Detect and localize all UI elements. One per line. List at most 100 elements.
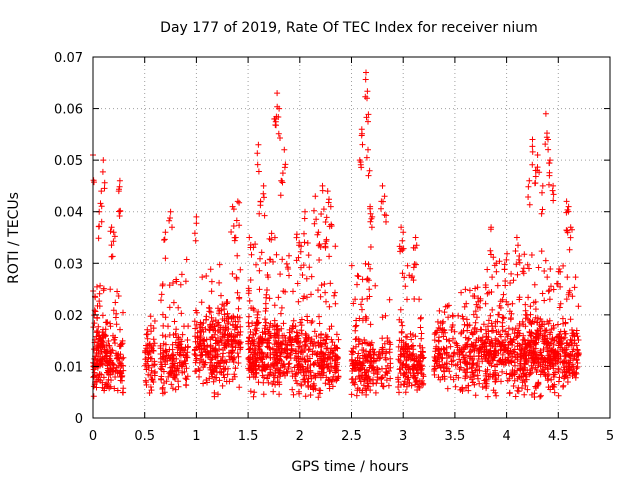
data-point	[214, 353, 221, 360]
data-point	[411, 370, 417, 377]
data-point	[109, 253, 116, 260]
data-point	[399, 322, 406, 329]
data-point	[231, 338, 237, 345]
data-point	[264, 272, 271, 278]
data-point	[498, 333, 504, 340]
data-point	[263, 291, 270, 298]
data-point	[324, 364, 331, 371]
data-point	[230, 206, 237, 213]
data-point	[164, 357, 171, 364]
data-point	[545, 371, 552, 378]
y-tick-label: 0.07	[54, 51, 83, 66]
data-point	[233, 274, 240, 281]
data-point	[210, 378, 217, 385]
data-point	[379, 344, 386, 351]
data-point	[147, 313, 154, 320]
data-point	[250, 360, 257, 367]
data-point	[359, 347, 366, 353]
data-point	[573, 356, 580, 363]
data-point	[245, 313, 252, 320]
data-point	[569, 330, 576, 337]
data-point	[554, 321, 561, 328]
data-point	[348, 391, 355, 398]
data-point	[420, 373, 427, 380]
data-point	[506, 390, 513, 397]
data-point	[546, 351, 553, 358]
data-point	[437, 351, 444, 358]
data-point	[100, 157, 107, 164]
data-point	[157, 365, 164, 372]
data-point	[147, 372, 154, 379]
data-point	[493, 268, 500, 275]
data-point	[287, 352, 294, 358]
data-point	[298, 349, 305, 356]
x-tick-label: 0	[89, 429, 97, 444]
data-point	[178, 310, 185, 317]
data-point	[468, 365, 475, 372]
data-point	[306, 355, 313, 362]
data-point	[298, 330, 305, 337]
data-point	[499, 314, 506, 321]
data-point	[499, 323, 506, 330]
data-point	[469, 369, 476, 376]
data-point	[552, 369, 558, 376]
data-point	[379, 182, 386, 189]
data-point	[206, 327, 213, 334]
data-point	[117, 326, 123, 333]
data-point	[211, 331, 218, 338]
data-point	[321, 281, 328, 287]
data-point	[100, 332, 107, 339]
data-point	[151, 358, 158, 365]
data-point	[451, 349, 458, 356]
data-point	[167, 215, 173, 221]
data-point	[348, 376, 355, 383]
data-point	[546, 172, 553, 179]
data-point	[273, 251, 280, 258]
data-point	[521, 346, 528, 353]
data-point	[398, 343, 405, 350]
data-point	[232, 365, 239, 372]
data-point	[555, 378, 562, 385]
data-point	[283, 260, 290, 267]
data-point	[224, 310, 231, 317]
data-point	[99, 168, 106, 175]
data-point	[107, 371, 114, 378]
data-point	[466, 322, 473, 329]
y-tick-label: 0.04	[54, 206, 83, 221]
data-point	[398, 224, 405, 231]
data-point	[532, 306, 539, 313]
data-point	[521, 391, 528, 398]
data-point	[535, 362, 542, 369]
data-point	[510, 277, 517, 284]
data-point	[525, 358, 532, 365]
data-points	[90, 69, 582, 401]
data-point	[177, 281, 184, 288]
data-point	[520, 321, 527, 328]
data-point	[216, 261, 223, 268]
data-point	[152, 368, 158, 375]
data-point	[90, 393, 97, 400]
data-point	[273, 352, 280, 359]
data-point	[545, 146, 552, 153]
data-point	[175, 304, 182, 311]
data-point	[266, 235, 273, 242]
data-point	[524, 386, 531, 393]
data-point	[528, 362, 535, 369]
data-point	[326, 326, 333, 332]
data-point	[263, 305, 269, 312]
data-point	[206, 375, 213, 382]
data-point	[322, 219, 329, 225]
data-point	[364, 380, 371, 387]
data-point	[208, 278, 215, 285]
data-point	[170, 299, 177, 306]
data-point	[475, 337, 482, 344]
data-point	[95, 235, 102, 242]
data-point	[258, 249, 265, 256]
data-point	[113, 321, 120, 328]
data-point	[538, 210, 545, 217]
data-point	[370, 370, 377, 377]
data-point	[203, 316, 210, 323]
data-point	[413, 378, 420, 385]
data-point	[258, 350, 265, 357]
data-point	[280, 320, 287, 327]
